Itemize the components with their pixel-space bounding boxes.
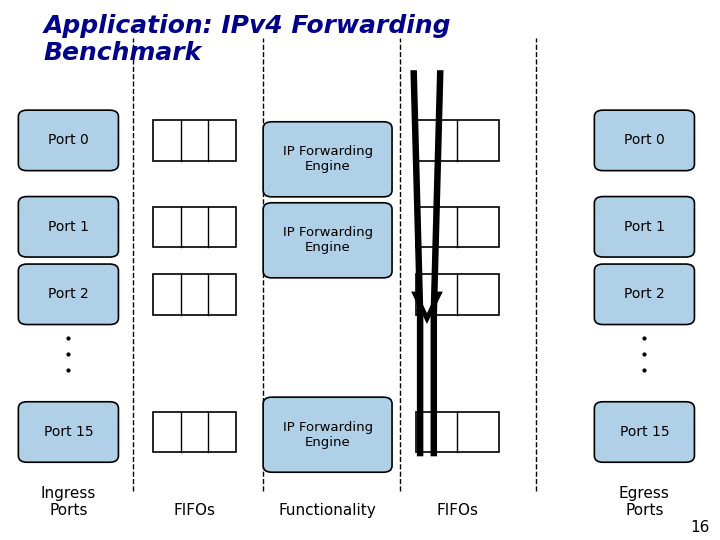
Bar [416,274,498,314]
Text: FIFOs: FIFOs [174,503,215,518]
Bar [416,411,498,453]
Bar [153,411,236,453]
Text: IP Forwarding
Engine: IP Forwarding Engine [282,226,373,254]
Polygon shape [431,70,444,456]
FancyBboxPatch shape [595,402,695,462]
Text: Port 15: Port 15 [620,425,669,439]
Bar [153,120,236,160]
Polygon shape [410,70,423,456]
FancyBboxPatch shape [264,397,392,472]
FancyBboxPatch shape [19,264,119,325]
FancyBboxPatch shape [595,264,695,325]
Text: 16: 16 [690,519,709,535]
FancyBboxPatch shape [19,197,119,257]
Text: Port 2: Port 2 [624,287,665,301]
Text: Application: IPv4 Forwarding
Benchmark: Application: IPv4 Forwarding Benchmark [43,14,451,65]
FancyBboxPatch shape [264,202,392,278]
Text: Port 15: Port 15 [44,425,93,439]
FancyBboxPatch shape [595,197,695,257]
Text: Egress
Ports: Egress Ports [619,486,670,518]
Text: IP Forwarding
Engine: IP Forwarding Engine [282,145,373,173]
Text: Port 2: Port 2 [48,287,89,301]
Bar [153,206,236,247]
Bar [416,120,498,160]
FancyBboxPatch shape [19,402,119,462]
Bar [416,206,498,247]
FancyBboxPatch shape [595,110,695,171]
FancyBboxPatch shape [264,122,392,197]
Text: FIFOs: FIFOs [436,503,478,518]
Text: Port 0: Port 0 [48,133,89,147]
Polygon shape [411,292,443,324]
Text: Port 1: Port 1 [48,220,89,234]
Text: Port 1: Port 1 [624,220,665,234]
Text: Port 0: Port 0 [624,133,665,147]
FancyBboxPatch shape [19,110,119,171]
Text: Functionality: Functionality [279,503,377,518]
Text: IP Forwarding
Engine: IP Forwarding Engine [282,421,373,449]
Bar [153,274,236,314]
Text: Ingress
Ports: Ingress Ports [41,486,96,518]
